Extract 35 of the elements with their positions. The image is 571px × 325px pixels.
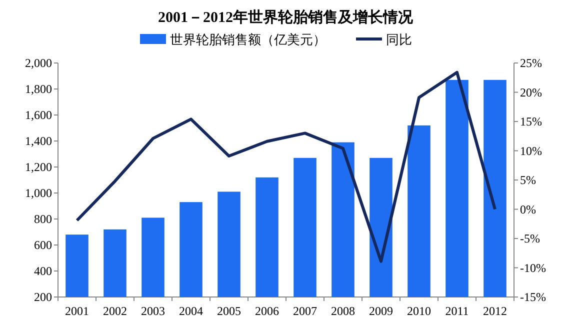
x-tick-label: 2001 (65, 304, 89, 318)
y2-tick-label: -5% (520, 232, 540, 246)
x-tick-label: 2006 (255, 304, 279, 318)
x-tick-label: 2003 (141, 304, 165, 318)
x-tick-label: 2009 (369, 304, 393, 318)
y-tick-label: 1,600 (25, 108, 52, 122)
y-tick-label: 1,400 (25, 134, 52, 148)
y2-tick-label: -15% (520, 290, 546, 304)
y2-tick-label: -10% (520, 260, 546, 275)
legend-label: 世界轮胎销售额（亿美元） (170, 32, 326, 47)
x-tick-label: 2004 (179, 304, 203, 318)
y2-tick-label: 10% (520, 144, 542, 158)
x-tick-label: 2012 (483, 304, 507, 318)
y-tick-label: 1,200 (25, 160, 52, 174)
y2-tick-label: 20% (520, 85, 542, 100)
y2-tick-label: 5% (520, 173, 536, 187)
y-tick-label: 1,000 (25, 186, 52, 200)
y2-tick-label: 25% (520, 56, 542, 70)
x-tick-label: 2010 (407, 304, 431, 318)
y-tick-label: 1,800 (25, 82, 52, 96)
legend-label: 同比 (386, 32, 412, 47)
x-tick-label: 2007 (293, 304, 317, 318)
y-tick-label: 400 (34, 264, 52, 278)
x-tick-label: 2008 (331, 304, 355, 318)
y-tick-label: 2,000 (25, 56, 52, 70)
chart-title: 2001－2012年世界轮胎销售及增长情况 (158, 9, 414, 26)
y-tick-label: 600 (34, 238, 52, 252)
line-series (76, 70, 496, 263)
x-tick-label: 2011 (445, 304, 469, 318)
y-tick-label: 200 (34, 290, 52, 304)
y-tick-label: 800 (34, 212, 52, 226)
x-tick-label: 2002 (103, 304, 127, 318)
y2-tick-label: 0% (520, 202, 536, 216)
x-tick-label: 2005 (217, 304, 241, 318)
y2-tick-label: 15% (520, 114, 542, 128)
